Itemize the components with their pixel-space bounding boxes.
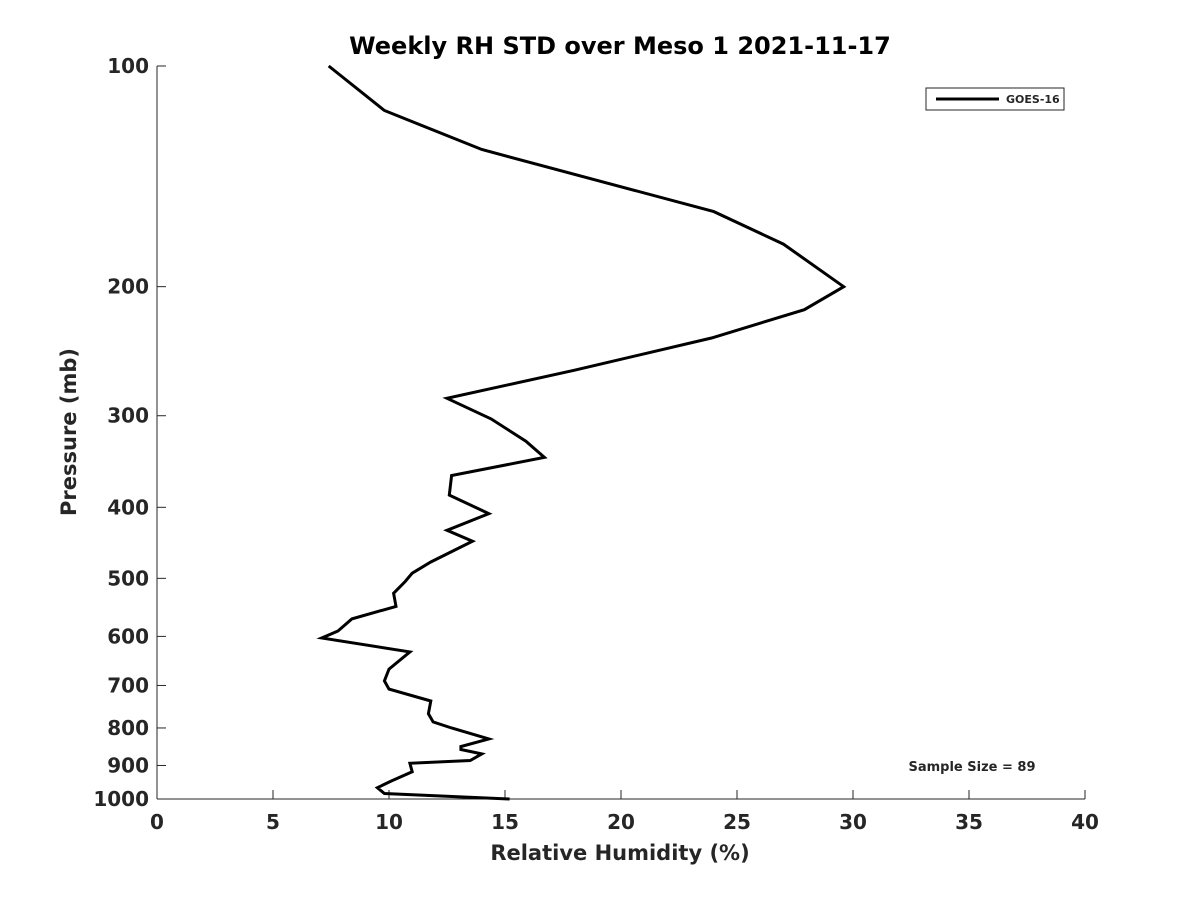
y-axis-ticks: 100 200 300 400 500 600 700 800 900 1000 <box>93 54 166 811</box>
y-tick-label: 400 <box>107 495 149 519</box>
x-tick-label: 30 <box>839 810 867 834</box>
legend: GOES-16 <box>925 87 1065 111</box>
x-axis-label: Relative Humidity (%) <box>490 841 749 865</box>
x-axis-ticks: 0 5 10 15 20 25 30 35 40 <box>150 790 1099 834</box>
y-tick-label: 200 <box>107 275 149 299</box>
x-tick-label: 0 <box>150 810 164 834</box>
series-line-goes-16 <box>316 64 847 801</box>
y-tick-label: 500 <box>107 566 149 590</box>
y-tick-label: 800 <box>107 716 149 740</box>
legend-entry-goes-16: GOES-16 <box>1006 93 1060 106</box>
x-tick-label: 15 <box>491 810 519 834</box>
y-tick-label: 900 <box>107 753 149 777</box>
x-tick-label: 40 <box>1071 810 1099 834</box>
y-tick-label: 700 <box>107 673 149 697</box>
x-tick-label: 10 <box>375 810 403 834</box>
plot-axes <box>156 66 1085 800</box>
sample-size-annotation: Sample Size = 89 <box>908 760 1035 775</box>
series-layer <box>316 64 847 801</box>
y-axis-label: Pressure (mb) <box>57 348 81 516</box>
x-tick-label: 25 <box>723 810 751 834</box>
x-tick-label: 35 <box>955 810 983 834</box>
x-tick-label: 20 <box>607 810 635 834</box>
x-tick-label: 5 <box>266 810 280 834</box>
y-tick-label: 1000 <box>93 787 149 811</box>
y-tick-label: 300 <box>107 404 149 428</box>
chart-title: Weekly RH STD over Meso 1 2021-11-17 <box>349 32 891 60</box>
y-tick-label: 600 <box>107 624 149 648</box>
y-tick-label: 100 <box>107 54 149 78</box>
